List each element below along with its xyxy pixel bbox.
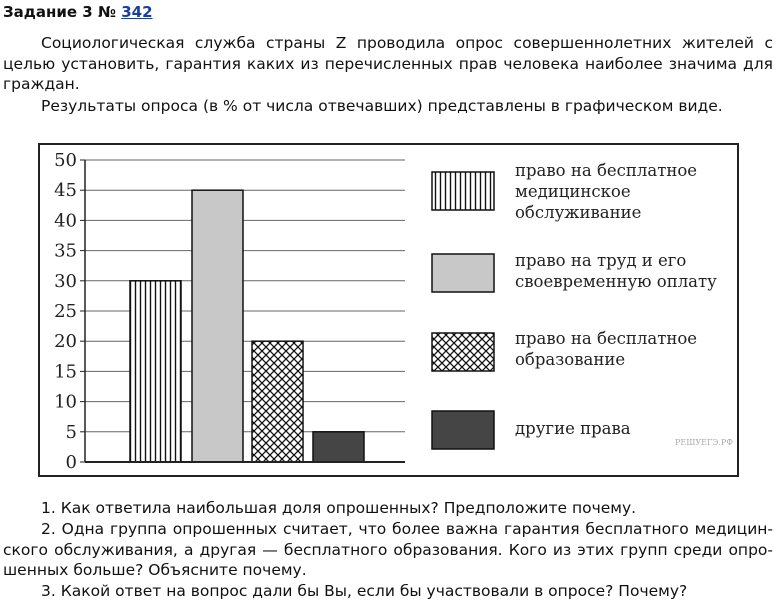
legend-swatch [431, 332, 495, 372]
y-tick-label: 35 [54, 241, 77, 262]
question: 2. Одна группа опрошенных считает, что б… [3, 520, 773, 579]
watermark: РЕШУЕГЭ.РФ [675, 438, 733, 447]
legend-swatch [431, 410, 495, 450]
task-header: Задание 3 № 342 [3, 3, 153, 21]
y-tick-label: 0 [66, 452, 77, 473]
chart-frame [38, 143, 739, 477]
legend-item: право на труд и его своевременную оплату [515, 251, 717, 291]
legend-item: другие права [515, 419, 631, 438]
y-tick-label: 15 [54, 361, 77, 382]
y-tick-label: 20 [54, 331, 77, 352]
bar [312, 431, 365, 463]
bar [129, 280, 182, 463]
y-tick-label: 40 [54, 210, 77, 231]
legend-label: другие права [515, 419, 631, 438]
y-tick-label: 5 [66, 422, 77, 443]
y-tick-label: 10 [54, 392, 77, 413]
legend-item: право на бесплатное медицинское обслужив… [515, 161, 698, 222]
legend-swatch [431, 171, 495, 211]
task-title: Задание 3 № [3, 3, 116, 21]
y-tick-label: 50 [54, 150, 77, 171]
question: 1. Как ответила наибольшая доля опрошенн… [41, 499, 637, 517]
legend-label: право на бесплатное медицинское обслужив… [515, 161, 698, 222]
y-tick-label: 45 [54, 180, 77, 201]
y-tick-label: 30 [54, 271, 77, 292]
legend-label: право на бесплатное образование [515, 329, 698, 369]
bar [251, 340, 304, 463]
chart: 0 5 10 15 20 25 30 35 40 45 50 право на бесплатное … [38, 143, 739, 477]
legend-item: право на бесплатное образование [515, 329, 698, 369]
question: 3. Какой ответ на вопрос дали бы Вы, есл… [41, 582, 688, 600]
bar [191, 189, 244, 463]
legend-label: право на труд и его своевременную оплату [515, 251, 717, 291]
intro-text: Социологическая служба страны Z проводил… [3, 34, 773, 93]
y-tick-label: 25 [54, 301, 77, 322]
task-number[interactable]: 342 [121, 3, 153, 21]
intro-text: Результаты опроса (в % от числа отвечавш… [41, 97, 723, 115]
legend-swatch [431, 253, 495, 293]
